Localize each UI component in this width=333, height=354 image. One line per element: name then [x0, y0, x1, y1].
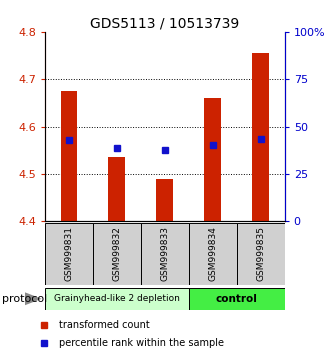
Text: percentile rank within the sample: percentile rank within the sample: [59, 338, 224, 348]
Bar: [204, 98, 221, 221]
Text: GSM999834: GSM999834: [208, 227, 217, 281]
Bar: [109, 157, 125, 221]
Text: transformed count: transformed count: [59, 320, 150, 330]
Bar: [252, 53, 269, 221]
Text: Grainyhead-like 2 depletion: Grainyhead-like 2 depletion: [54, 294, 180, 303]
Polygon shape: [25, 292, 42, 305]
Text: control: control: [216, 294, 258, 304]
Text: GSM999833: GSM999833: [160, 227, 169, 281]
Text: GSM999831: GSM999831: [64, 227, 74, 281]
Bar: [157, 179, 173, 221]
FancyBboxPatch shape: [141, 223, 189, 285]
Text: GSM999832: GSM999832: [112, 227, 122, 281]
FancyBboxPatch shape: [93, 223, 141, 285]
FancyBboxPatch shape: [189, 288, 285, 310]
FancyBboxPatch shape: [189, 223, 237, 285]
FancyBboxPatch shape: [237, 223, 285, 285]
FancyBboxPatch shape: [45, 223, 93, 285]
Text: protocol: protocol: [2, 294, 47, 304]
FancyBboxPatch shape: [45, 288, 189, 310]
Text: GSM999835: GSM999835: [256, 227, 265, 281]
Bar: [61, 91, 77, 221]
Title: GDS5113 / 10513739: GDS5113 / 10513739: [90, 17, 239, 31]
